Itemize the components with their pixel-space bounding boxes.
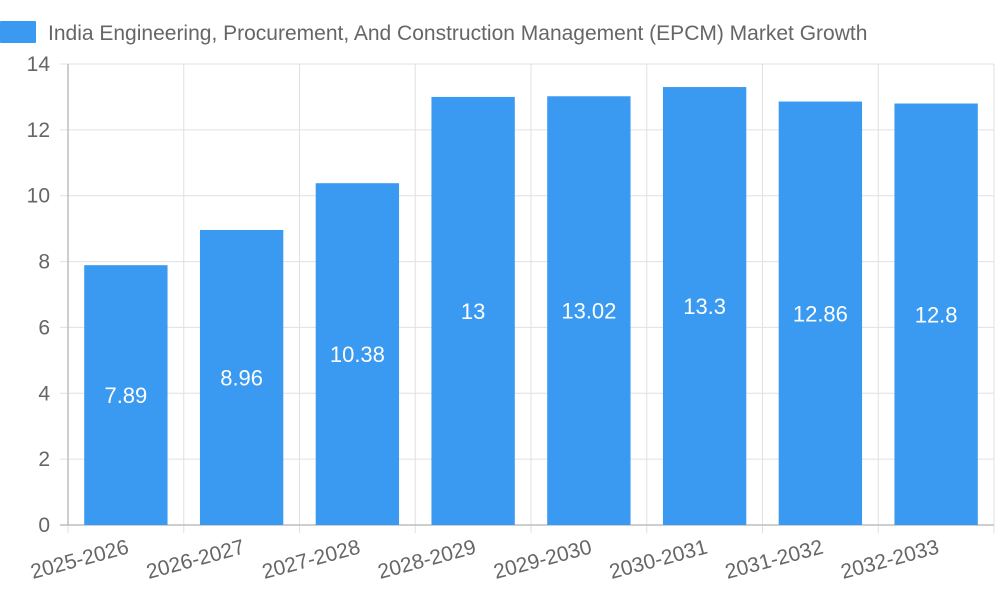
bar (547, 96, 631, 526)
bar (778, 101, 863, 525)
x-tick-label: 2031-2032 (723, 536, 826, 584)
bar (84, 265, 168, 525)
bar-value-label: 8.96 (220, 365, 263, 390)
x-tick-label: 2028-2029 (375, 536, 478, 584)
bars (84, 87, 978, 526)
bar (662, 87, 747, 526)
y-tick-label: 14 (27, 53, 51, 76)
bar-value-label: 12.8 (915, 302, 958, 327)
bar-value-label: 13.3 (683, 294, 726, 319)
x-tick-label: 2026-2027 (144, 536, 247, 584)
bar (315, 183, 400, 526)
bar-value-labels: 7.89 8.96 10.38 13 13.02 13.3 12.86 12.8 (104, 294, 957, 408)
bar (894, 103, 978, 525)
bar (431, 96, 515, 525)
y-axis-ticks: 0 2 4 6 8 10 12 14 (27, 53, 51, 537)
bar-value-label: 13.02 (561, 299, 616, 324)
bar-value-label: 10.38 (330, 342, 385, 367)
x-tick-label: 2025-2026 (28, 536, 131, 584)
x-tick-label: 2029-2030 (491, 536, 594, 584)
y-tick-label: 10 (27, 185, 50, 208)
x-tick-label: 2027-2028 (260, 536, 363, 584)
y-tick-label: 8 (38, 251, 50, 274)
bar-value-label: 7.89 (104, 383, 147, 408)
legend-swatch (0, 21, 36, 43)
legend[interactable]: India Engineering, Procurement, And Cons… (0, 21, 867, 45)
y-tick-label: 2 (38, 448, 50, 471)
bar-value-label: 12.86 (793, 301, 848, 326)
y-tick-label: 0 (38, 514, 50, 537)
x-axis-ticks: 2025-2026 2026-2027 2027-2028 2028-2029 2029… (28, 536, 941, 584)
x-tick-label: 2030-2031 (607, 536, 710, 584)
y-tick-label: 4 (38, 382, 50, 405)
bar-value-label: 13 (461, 299, 485, 324)
y-tick-label: 6 (38, 316, 50, 339)
bar (199, 229, 284, 525)
x-tick-label: 2032-2033 (838, 536, 941, 584)
y-tick-label: 12 (27, 119, 50, 142)
legend-label: India Engineering, Procurement, And Cons… (48, 22, 867, 45)
